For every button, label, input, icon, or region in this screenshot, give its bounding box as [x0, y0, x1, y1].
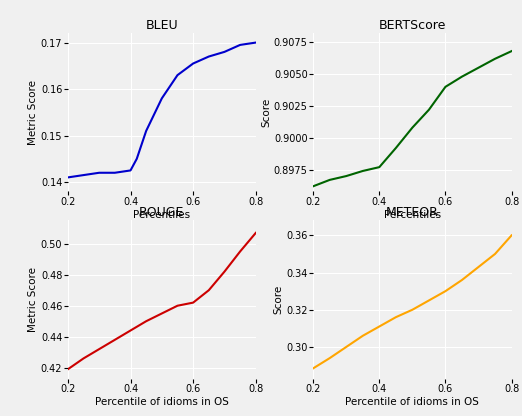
X-axis label: Percentiles: Percentiles	[384, 210, 441, 220]
Y-axis label: Score: Score	[261, 98, 271, 127]
Y-axis label: Score: Score	[274, 285, 283, 314]
Title: ROUGE: ROUGE	[139, 206, 184, 219]
Title: METEOR: METEOR	[386, 206, 439, 219]
Title: BERTScore: BERTScore	[378, 19, 446, 32]
Y-axis label: Metric Score: Metric Score	[28, 80, 38, 145]
X-axis label: Percentile of idioms in OS: Percentile of idioms in OS	[346, 397, 479, 407]
Y-axis label: Metric Score: Metric Score	[28, 267, 38, 332]
X-axis label: Percentile of idioms in OS: Percentile of idioms in OS	[95, 397, 229, 407]
X-axis label: Percentiles: Percentiles	[133, 210, 191, 220]
Title: BLEU: BLEU	[146, 19, 178, 32]
